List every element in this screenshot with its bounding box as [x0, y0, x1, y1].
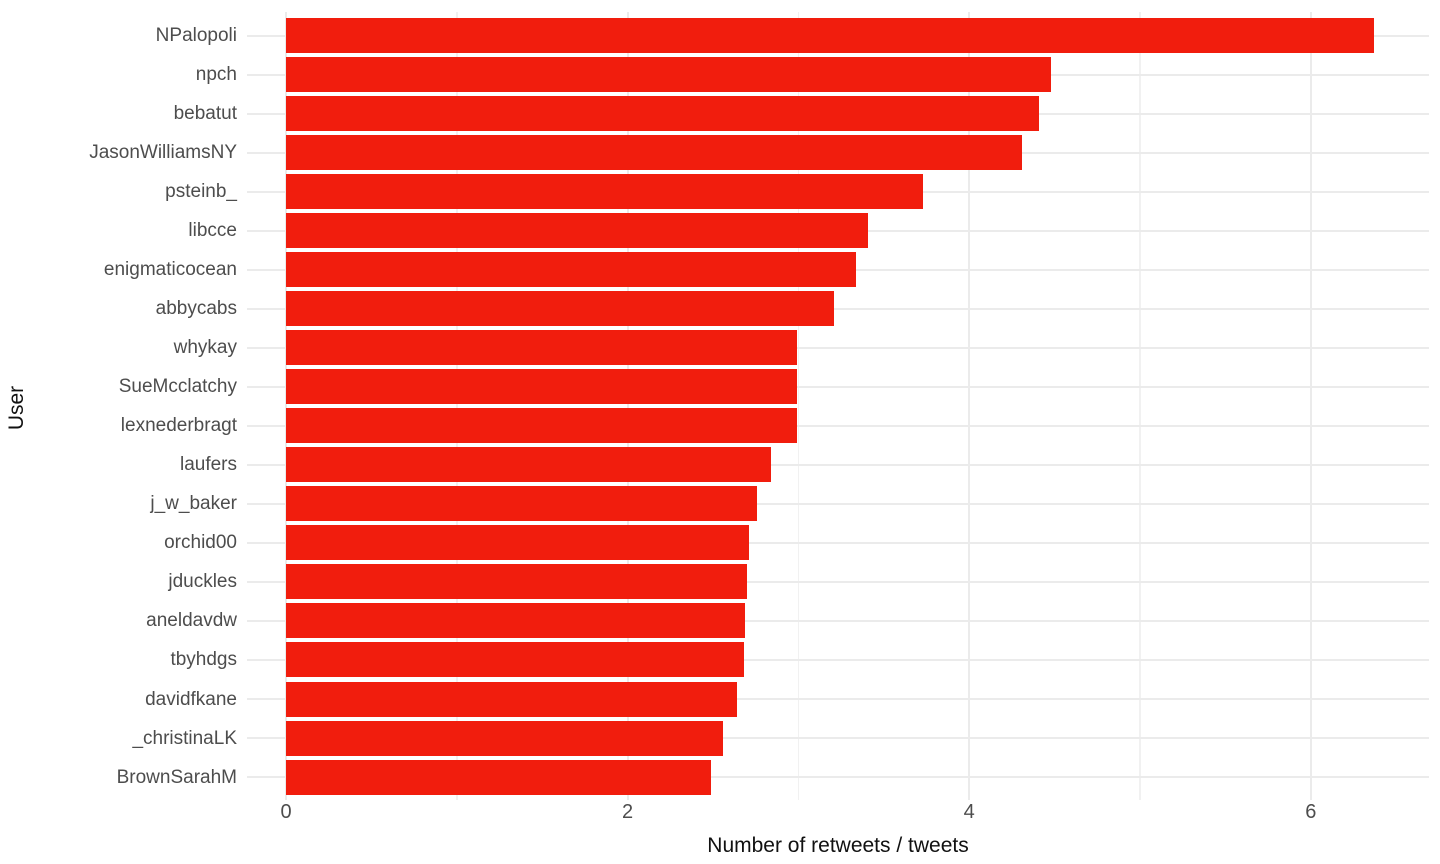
category-label-bebatut: bebatut [173, 103, 237, 125]
gridline-row-davidfkane [247, 698, 1429, 700]
bar-aneldavdw [286, 603, 746, 639]
bar-tbyhdgs [286, 642, 744, 678]
gridline-row-BrownSarahM [247, 776, 1429, 779]
gridline-major-x6 [1309, 12, 1312, 800]
bar-libcce [286, 213, 869, 249]
category-label-BrownSarahM: BrownSarahM [116, 766, 237, 788]
bar-npch [286, 57, 1052, 93]
category-label-abbycabs: abbycabs [155, 298, 237, 320]
x-axis-title: Number of retweets / tweets [707, 834, 969, 857]
gridline-row-whykay [247, 346, 1429, 349]
gridline-row-SueMcclatchy [247, 385, 1429, 388]
category-label-laufers: laufers [179, 454, 237, 476]
category-label-lexnederbragt: lexnederbragt [120, 415, 237, 437]
gridline-row-_christinaLK [247, 737, 1429, 740]
bar-orchid00 [286, 525, 749, 561]
gridline-row-aneldavdw [247, 619, 1429, 622]
category-label-enigmaticocean: enigmaticocean [103, 259, 237, 281]
bar-abbycabs [286, 291, 835, 327]
category-label-tbyhdgs: tbyhdgs [170, 649, 237, 671]
x-tick-label-4: 4 [963, 801, 975, 823]
gridline-minor-x3 [797, 12, 800, 800]
x-tick-label-2: 2 [622, 801, 634, 823]
category-label-j_w_baker: j_w_baker [150, 493, 237, 515]
category-label-libcce: libcce [188, 220, 237, 242]
gridline-minor-x1 [456, 12, 458, 800]
category-label-_christinaLK: _christinaLK [132, 727, 237, 749]
category-label-aneldavdw: aneldavdw [146, 610, 237, 632]
category-label-jduckles: jduckles [168, 571, 237, 593]
bar-jduckles [286, 564, 748, 600]
gridline-row-orchid00 [247, 541, 1429, 544]
bar-bebatut [286, 96, 1040, 132]
gridline-major-x2 [626, 12, 629, 800]
bar-_christinaLK [286, 720, 724, 756]
x-tick-label-6: 6 [1305, 801, 1317, 823]
bar-laufers [286, 447, 772, 483]
bar-NPalopoli [286, 18, 1374, 53]
bar-psteinb_ [286, 174, 924, 210]
category-label-JasonWilliamsNY: JasonWilliamsNY [89, 142, 237, 164]
category-label-orchid00: orchid00 [164, 532, 237, 554]
bar-SueMcclatchy [286, 369, 797, 405]
plot-panel [247, 12, 1429, 800]
category-label-npch: npch [195, 64, 237, 86]
gridline-major-x4 [968, 12, 971, 800]
bar-lexnederbragt [286, 408, 797, 444]
bar-JasonWilliamsNY [286, 135, 1023, 171]
x-tick-label-0: 0 [280, 801, 292, 823]
gridline-row-abbycabs [247, 307, 1429, 310]
bar-whykay [286, 330, 797, 366]
bar-j_w_baker [286, 486, 758, 522]
gridline-row-lexnederbragt [247, 424, 1429, 427]
category-label-whykay: whykay [173, 337, 237, 359]
bar-davidfkane [286, 681, 737, 717]
gridline-minor-x5 [1139, 12, 1141, 800]
category-label-psteinb_: psteinb_ [165, 181, 237, 203]
gridline-major-x0 [285, 12, 287, 800]
category-label-davidfkane: davidfkane [145, 688, 237, 710]
category-label-SueMcclatchy: SueMcclatchy [118, 376, 237, 398]
gridline-row-laufers [247, 463, 1429, 466]
bar-enigmaticocean [286, 252, 857, 288]
gridline-row-tbyhdgs [247, 658, 1429, 661]
bar-BrownSarahM [286, 759, 712, 795]
category-label-NPalopoli: NPalopoli [155, 25, 237, 46]
gridline-row-j_w_baker [247, 502, 1429, 505]
gridline-row-jduckles [247, 580, 1429, 583]
